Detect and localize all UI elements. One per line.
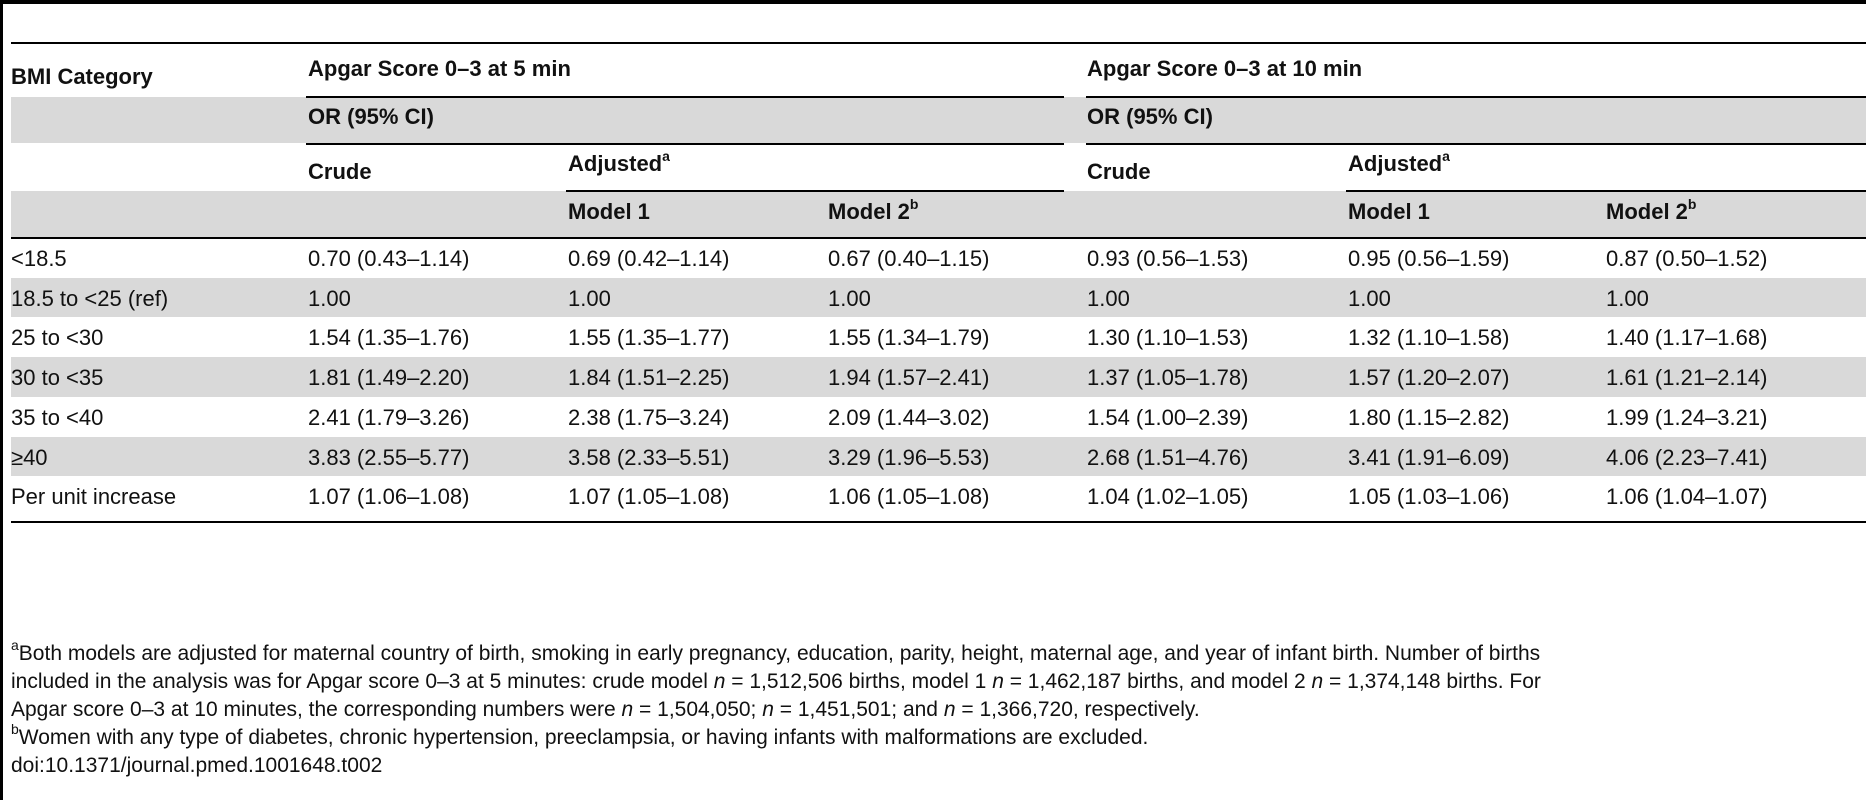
table-cell: 1.61 (1.21–2.14) (1606, 365, 1768, 391)
table-top-rule (11, 42, 1866, 44)
table-cell: 2.41 (1.79–3.26) (308, 404, 470, 430)
rule-under-or-5min (306, 143, 1064, 145)
table-cell: 0.67 (0.40–1.15) (828, 246, 990, 271)
header-bottom-rule (11, 237, 1866, 239)
rule-under-or-10min (1086, 143, 1866, 145)
header-bmi-category: BMI Category (11, 64, 153, 89)
table-cell: 1.05 (1.03–1.06) (1348, 484, 1510, 510)
table-cell: 1.37 (1.05–1.78) (1087, 365, 1249, 391)
header-model1-10min: Model 1 (1348, 199, 1430, 224)
doi-line: doi:10.1371/journal.pmed.1001648.t002 (11, 754, 383, 777)
row-band (11, 277, 1866, 318)
table-cell: 1.00 (828, 285, 871, 311)
rule-under-adjusted-10min (1346, 190, 1866, 192)
table-cell: 1.94 (1.57–2.41) (828, 365, 990, 391)
header-band-or (11, 97, 1866, 143)
table-cell: 1.32 (1.10–1.58) (1348, 325, 1510, 351)
row-category: <18.5 (11, 246, 67, 271)
table-cell: 1.04 (1.02–1.05) (1087, 484, 1249, 510)
table-cell: 3.41 (1.91–6.09) (1348, 444, 1510, 470)
table-cell: 1.55 (1.35–1.77) (568, 325, 730, 351)
table-cell: 1.06 (1.04–1.07) (1606, 484, 1768, 510)
table-cell: 0.95 (0.56–1.59) (1348, 246, 1510, 271)
table-cell: 2.09 (1.44–3.02) (828, 404, 990, 430)
row-category: 18.5 to <25 (ref) (11, 285, 169, 311)
header-model2-5min: Model 2b (828, 195, 919, 224)
table-cell: 1.06 (1.05–1.08) (828, 484, 990, 510)
rule-under-adjusted-5min (566, 190, 1064, 192)
footnote-b: bWomen with any type of diabetes, chroni… (11, 724, 1149, 749)
table-cell: 1.07 (1.06–1.08) (308, 484, 470, 510)
table-cell: 1.00 (1606, 285, 1649, 311)
table-cell: 3.58 (2.33–5.51) (568, 444, 730, 470)
rule-under-10min (1086, 96, 1866, 98)
table-cell: 1.30 (1.10–1.53) (1087, 325, 1249, 351)
left-border (0, 0, 3, 800)
header-or-10min: OR (95% CI) (1087, 104, 1213, 129)
row-band (11, 357, 1866, 397)
header-crude-5min: Crude (308, 159, 372, 184)
table-cell: 0.87 (0.50–1.52) (1606, 246, 1768, 271)
table-cell: 1.07 (1.05–1.08) (568, 484, 730, 510)
top-border (0, 0, 1866, 4)
table-cell: 1.00 (568, 285, 611, 311)
table-cell: 0.69 (0.42–1.14) (568, 246, 730, 271)
header-band-models (11, 191, 1866, 237)
table-cell: 0.93 (0.56–1.53) (1087, 246, 1249, 271)
table-cell: 3.29 (1.96–5.53) (828, 444, 990, 470)
table-cell: 1.80 (1.15–2.82) (1348, 404, 1510, 430)
row-category: 25 to <30 (11, 325, 104, 351)
row-category: ≥40 (11, 444, 48, 470)
table-cell: 1.99 (1.24–3.21) (1606, 404, 1768, 430)
header-adjusted-5min: Adjusteda (568, 147, 670, 176)
header-model2-10min: Model 2b (1606, 195, 1697, 224)
header-apgar-10min: Apgar Score 0–3 at 10 min (1087, 56, 1363, 81)
table-cell: 1.00 (1348, 285, 1391, 311)
table-cell: 2.38 (1.75–3.24) (568, 404, 730, 430)
header-or-5min: OR (95% CI) (308, 104, 434, 129)
row-band (11, 436, 1866, 477)
header-crude-10min: Crude (1087, 159, 1151, 184)
table-cell: 1.84 (1.51–2.25) (568, 365, 730, 391)
footnote-a-line3: Apgar score 0–3 at 10 minutes, the corre… (11, 698, 1200, 721)
table-cell: 1.40 (1.17–1.68) (1606, 325, 1768, 351)
header-apgar-5min: Apgar Score 0–3 at 5 min (308, 56, 571, 81)
footnote-a-line2: included in the analysis was for Apgar s… (11, 670, 1541, 693)
row-category: 35 to <40 (11, 404, 104, 430)
table-cell: 1.00 (308, 285, 351, 311)
table-cell: 1.55 (1.34–1.79) (828, 325, 990, 351)
row-category: 30 to <35 (11, 365, 104, 391)
table-cell: 3.83 (2.55–5.77) (308, 444, 470, 470)
table-cell: 4.06 (2.23–7.41) (1606, 444, 1768, 470)
table-cell: 1.57 (1.20–2.07) (1348, 365, 1510, 391)
table-cell: 1.81 (1.49–2.20) (308, 365, 470, 391)
row-category: Per unit increase (11, 484, 177, 510)
table-cell: 1.54 (1.35–1.76) (308, 325, 470, 351)
header-adjusted-10min: Adjusteda (1348, 147, 1450, 176)
footnote-a-line1: aBoth models are adjusted for maternal c… (11, 640, 1541, 665)
table-cell: 0.70 (0.43–1.14) (308, 246, 470, 271)
table-bottom-rule (11, 521, 1866, 523)
footnotes: aBoth models are adjusted for maternal c… (11, 640, 1861, 780)
header-model1-5min: Model 1 (568, 199, 650, 224)
table-cell: 2.68 (1.51–4.76) (1087, 444, 1249, 470)
table-cell: 1.54 (1.00–2.39) (1087, 404, 1249, 430)
table-cell: 1.00 (1087, 285, 1130, 311)
rule-under-5min (306, 96, 1064, 98)
